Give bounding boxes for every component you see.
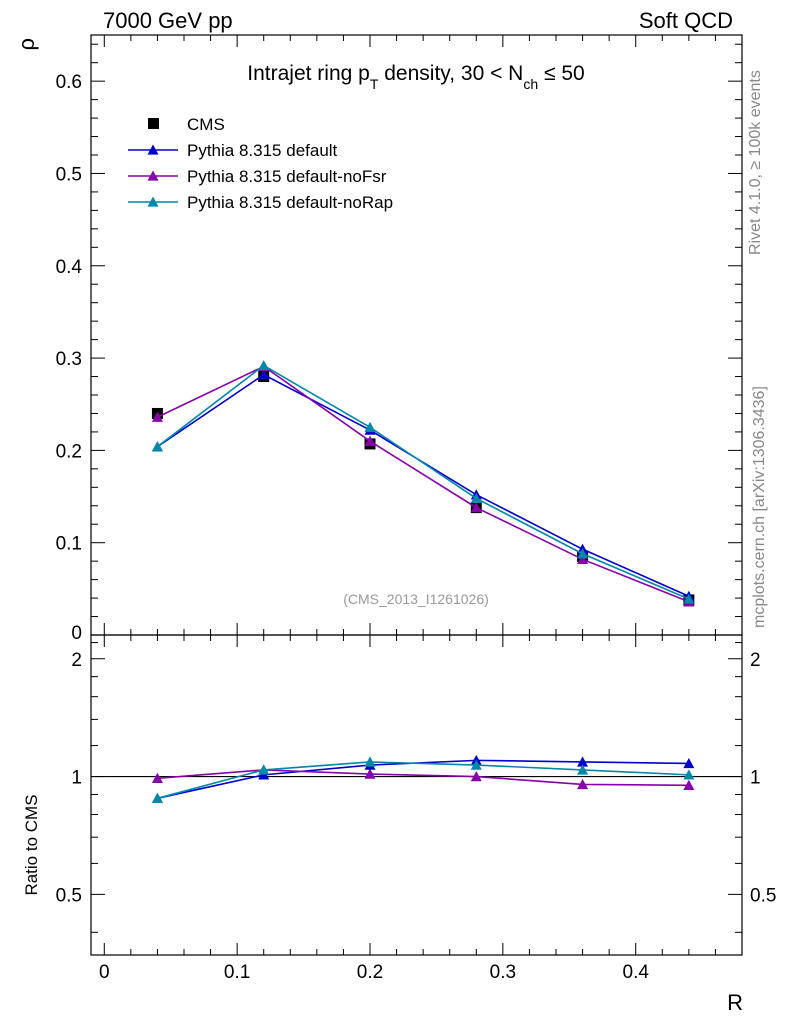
ratio-y-tick-label-right: 2 [750,650,761,671]
series-layer [151,359,695,607]
ratio-y-tick-label: 0.5 [56,885,82,906]
title-sub-ch: ch [523,76,538,92]
header-left-label: 7000 GeV pp [103,8,233,33]
legend-entry-cms: CMS [148,115,225,134]
y-tick-label: 0.6 [56,72,82,93]
ratio-y-tick-label: 2 [71,650,82,671]
ratio-line-1 [157,769,689,787]
ratio-series-layer [151,754,695,803]
legend-label-2: Pythia 8.315 default-noRap [187,193,393,212]
ratio-plot-frame [90,634,743,956]
series-marker-1 [470,502,482,513]
y-tick-label: 0.3 [56,349,82,370]
ratio-marker-2 [258,764,270,775]
ratio-line-0 [157,759,689,800]
title-sub-t: T [370,76,379,92]
legend-label-1: Pythia 8.315 default-noFsr [187,167,387,186]
legend-series-entries: Pythia 8.315 default Pythia 8.315 default… [128,141,393,212]
title-mid: density, 30 < N [378,62,523,85]
legend-label-0: Pythia 8.315 default [187,141,338,160]
ratio-marker-1 [151,772,163,783]
ratio-y-tick-label: 1 [71,768,82,789]
series-marker-2 [364,421,376,432]
legend-label-cms: CMS [187,115,225,134]
series-marker-0 [258,369,270,380]
y-tick-label: 0.1 [56,534,82,555]
ratio-marker-0 [683,757,695,769]
y-tick-label: 0.4 [56,257,83,278]
ratio-line-2 [157,761,689,800]
rivet-version-label: Rivet 4.1.0, ≥ 100k events [747,70,764,255]
series-marker-2 [258,359,270,371]
ratio-y-axis-label: Ratio to CMS [22,794,41,895]
legend-marker-2 [147,196,159,207]
ratio-marker-2 [577,764,589,775]
x-tick-label: 0.1 [224,962,250,983]
series-line-2 [156,364,690,600]
ratio-marker-0 [577,756,589,767]
y-axis-label: ρ [14,38,39,51]
x-tick-label: 0.4 [623,962,650,983]
y-tick-label-zero: 0 [71,623,82,644]
series-marker-2 [577,548,589,559]
title-pre: Intrajet ring p [247,62,370,85]
legend-marker-0 [147,144,159,155]
x-tick-label: 0 [99,962,110,983]
ratio-marker-1 [683,779,695,790]
ratio-marker-2 [364,756,376,767]
y-tick-label: 0.2 [56,441,82,462]
legend-marker-1 [147,170,159,181]
ratio-marker-1 [577,778,589,790]
ratio-y-tick-label-right: 1 [750,768,761,789]
mcplots-label: mcplots.cern.ch [arXiv:1306.3436] [751,386,768,628]
x-axis-label: R [727,990,743,1015]
analysis-id-watermark: (CMS_2013_I1261026) [343,591,489,607]
ratio-y-tick-label-right: 0.5 [750,885,776,906]
title-post: ≤ 50 [538,62,585,85]
tick-labels: 0 0.1 0.2 0.3 0.4 0.1 0.2 0.3 0.4 0.5 0.6 0 0.5 0.5 1 1… [56,72,777,983]
series-line-0 [156,373,690,597]
series-marker-2 [151,441,163,452]
axis-ticks [91,35,743,955]
ratio-marker-1 [470,771,482,782]
series-marker-1 [151,411,163,422]
legend-marker-cms [148,118,159,129]
x-tick-label: 0.2 [357,962,383,983]
series-marker-2 [683,593,695,604]
ratio-marker-2 [683,769,695,780]
y-tick-label: 0.5 [56,164,82,185]
chart-title: Intrajet ring pT density, 30 < Nch ≤ 50 [247,62,584,92]
ratio-marker-2 [470,759,482,770]
x-tick-label: 0.3 [490,962,516,983]
ratio-marker-1 [364,768,376,779]
header-right-label: Soft QCD [639,8,733,33]
series-line-1 [157,365,690,603]
series-marker-1 [364,435,376,446]
series-marker-1 [577,553,589,564]
ratio-marker-2 [151,792,163,803]
series-marker-2 [470,492,482,504]
